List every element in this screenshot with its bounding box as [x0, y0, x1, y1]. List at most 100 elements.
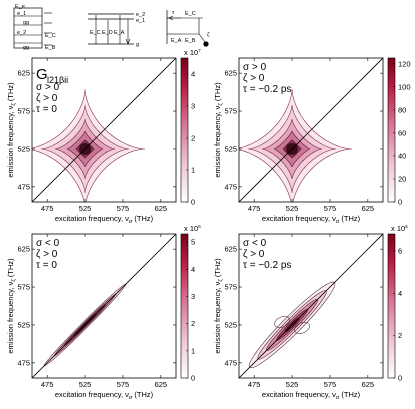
panel-label-main: G [36, 66, 48, 83]
diagram-label-2: e_1 [17, 11, 26, 17]
y-tick-label-0: 475 [224, 358, 237, 367]
x-tick-label-2: 575 [324, 204, 337, 213]
colorbar-tick-label-4: 4 [191, 265, 195, 274]
y-tick-label-3: 625 [224, 245, 237, 254]
colorbar-tick-label-1: 1 [191, 346, 195, 355]
level-diagram-1: E_e e_1 gg e_2 gg E_B E_C [13, 4, 56, 51]
diagonal-line [32, 58, 176, 202]
plot-area-0 [32, 58, 176, 202]
colorbar-multiplier: x 106 [184, 224, 201, 233]
colorbar-tick-label-2: 2 [191, 134, 195, 143]
x-tick-label-1: 525 [79, 204, 92, 213]
colorbar-tick-label-0: 0 [398, 374, 402, 383]
colorbar-tick-label-2: 2 [191, 319, 195, 328]
colorbar [180, 57, 189, 203]
diagonal-line [239, 58, 383, 202]
colorbar [180, 233, 189, 379]
colorbar-tick-label-0: 0 [191, 198, 195, 207]
x-axis-label: excitation frequency, νσ (THz) [55, 214, 154, 225]
level-diagrams: E_e e_1 gg e_2 gg E_B E_C e_1 e_2 E_C E_… [13, 4, 210, 51]
x-tick-label-3: 625 [362, 204, 375, 213]
y-tick-label-1: 525 [17, 320, 30, 329]
param-text-1: ζ > 0 [243, 73, 265, 84]
x-tick-label-3: 625 [155, 204, 168, 213]
plot-frame [238, 57, 384, 203]
y-tick-label-2: 575 [224, 107, 237, 116]
colorbar-tick-label-3: 60 [398, 128, 406, 137]
param-text-0: σ > 0 [36, 82, 60, 93]
param-text-2: τ = 0 [36, 260, 57, 271]
y-axis-label: emission frequency, νζ (THz) [6, 258, 17, 354]
diagram-label-5: ζ [207, 32, 210, 38]
plot-area-1 [239, 58, 383, 202]
x-tick-label-1: 525 [79, 380, 92, 389]
level-diagram-3: τ E_C E_A E_B ζ [166, 10, 210, 47]
side-lobe-1 [294, 322, 310, 334]
diagram-label-14: e_1 [136, 18, 145, 24]
x-axis-label: excitation frequency, νσ (THz) [262, 390, 361, 401]
y-axis-label: emission frequency, νζ (THz) [213, 258, 224, 354]
param-text-2: τ = −0.2 ps [243, 260, 291, 271]
colorbar-tick-label-4: 4 [191, 70, 195, 79]
y-tick-label-1: 525 [224, 144, 237, 153]
x-tick-label-2: 575 [117, 380, 130, 389]
colorbar-tick-label-3: 3 [191, 292, 195, 301]
x-tick-label-3: 625 [362, 380, 375, 389]
colorbar-tick-label-2: 40 [398, 151, 406, 160]
colorbar-tick-label-3: 6 [398, 246, 402, 255]
diagram-label-7: E_A [114, 30, 125, 36]
colorbar-tick-label-0: 0 [398, 198, 402, 207]
y-tick-label-1: 525 [224, 320, 237, 329]
x-tick-label-2: 575 [324, 380, 337, 389]
param-text-0: σ > 0 [243, 62, 267, 73]
colorbar-tick-label-3: 3 [191, 102, 195, 111]
diagram-label-10: g [136, 42, 139, 48]
y-tick-label-3: 625 [17, 69, 30, 78]
colorbar [387, 57, 396, 203]
param-text-0: σ < 0 [36, 238, 60, 249]
diagram-label-3: e_2 [17, 30, 26, 36]
colorbar-tick-label-4: 80 [398, 105, 406, 114]
y-tick-label-2: 575 [17, 107, 30, 116]
y-tick-label-0: 475 [224, 182, 237, 191]
x-tick-label-2: 575 [117, 204, 130, 213]
y-tick-label-2: 575 [224, 283, 237, 292]
param-text-2: τ = 0 [36, 104, 57, 115]
x-tick-label-0: 475 [248, 204, 261, 213]
x-tick-label-0: 475 [41, 380, 54, 389]
diagram-label-11: τ [172, 10, 175, 16]
colorbar-tick-label-1: 2 [398, 331, 402, 340]
colorbar-tick-label-5: 100 [398, 82, 411, 91]
x-tick-label-0: 475 [41, 204, 54, 213]
colorbar-tick-label-1: 1 [191, 166, 195, 175]
diagram-label-9c: E_C [185, 11, 196, 17]
colorbar-tick-label-0: 0 [191, 374, 195, 383]
y-tick-label-3: 625 [224, 69, 237, 78]
level-diagram-2: e_1 e_2 E_C E_D E_A g [88, 12, 145, 48]
y-tick-label-2: 575 [17, 283, 30, 292]
y-tick-label-0: 475 [17, 182, 30, 191]
panel-label: G l21βii [36, 66, 68, 85]
x-tick-label-1: 525 [286, 380, 299, 389]
side-lobe-0 [274, 316, 290, 328]
diagram-label-15b: e_2 [136, 12, 145, 18]
colorbar-multiplier: x 107 [184, 48, 201, 57]
x-tick-label-3: 625 [155, 380, 168, 389]
param-text-0: σ < 0 [243, 238, 267, 249]
plot-area-3 [239, 234, 383, 378]
y-axis-label: emission frequency, νζ (THz) [6, 82, 17, 178]
plot-frame [31, 233, 177, 379]
param-text-1: ζ > 0 [36, 93, 58, 104]
colorbar [387, 233, 396, 379]
param-text-1: ζ > 0 [243, 249, 265, 260]
diagram-label-9: E_C [90, 30, 101, 36]
y-tick-label-1: 525 [17, 144, 30, 153]
y-tick-label-3: 625 [17, 245, 30, 254]
panel-label-sub: l21βii [47, 75, 68, 85]
diagram-label-12: E_A [171, 38, 182, 44]
y-tick-label-0: 475 [17, 358, 30, 367]
